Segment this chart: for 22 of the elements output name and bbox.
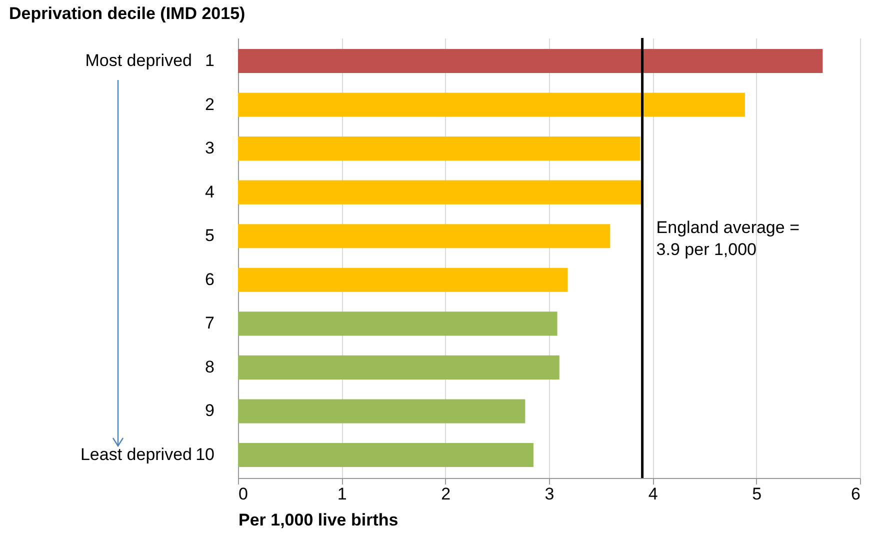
x-axis-title: Per 1,000 live births [238, 510, 398, 530]
x-tick-label: 3 [544, 484, 554, 504]
y-tick-label: 7 [205, 314, 214, 333]
x-tick-label: 0 [238, 484, 248, 504]
y-tick-label: 4 [205, 182, 214, 202]
text: Most deprived [85, 50, 192, 70]
y-tick-label: 3 [205, 138, 214, 158]
x-tick-label: 4 [648, 484, 658, 504]
x-tick-label: 2 [441, 484, 451, 504]
y-tick-label: 8 [205, 357, 214, 376]
x-tick-label: 5 [752, 484, 762, 504]
x-tick-label: 6 [851, 484, 860, 504]
y-tick-label: 1 [205, 50, 214, 70]
text: Least deprived [80, 445, 192, 464]
y-tick-label: 9 [205, 401, 214, 420]
x-tick-label: 1 [337, 484, 347, 504]
chart-title: Deprivation decile (IMD 2015) [9, 4, 246, 23]
ref-line-label: England average = 3.9 per 1,000 [656, 218, 800, 260]
y-tick-label: 2 [205, 94, 214, 114]
y-tick-label: 6 [205, 270, 214, 289]
y-tick-label: 5 [205, 226, 214, 246]
y-tick-label: 10 [196, 445, 214, 464]
